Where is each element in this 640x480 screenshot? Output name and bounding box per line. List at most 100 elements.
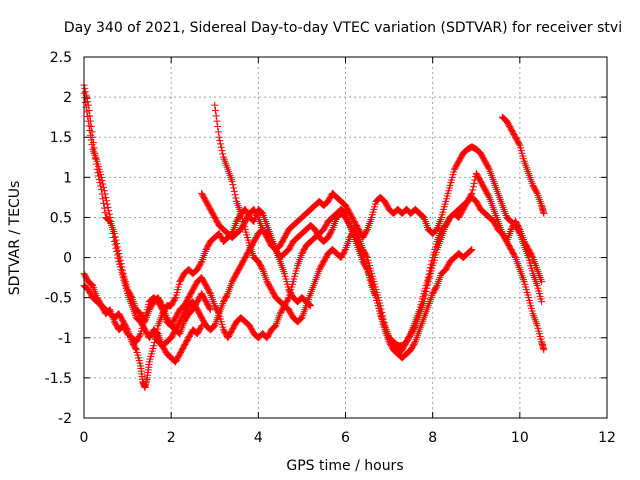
- x-axis-label: GPS time / hours: [286, 458, 403, 474]
- y-tick-label: 2: [63, 90, 72, 106]
- data-point: [110, 234, 118, 241]
- data-point: [424, 274, 432, 282]
- data-point: [212, 112, 220, 120]
- data-point: [111, 241, 119, 249]
- data-point: [153, 325, 161, 333]
- data-point: [86, 127, 94, 135]
- data-point: [87, 136, 95, 144]
- x-tick-label: 0: [80, 430, 89, 446]
- y-tick-label: 0: [63, 251, 72, 267]
- data-point: [87, 131, 95, 139]
- data-point: [466, 247, 474, 255]
- data-point: [232, 194, 240, 202]
- data-point: [428, 257, 436, 265]
- data-point: [108, 225, 116, 233]
- series-arc-8: [498, 113, 548, 217]
- data-point: [106, 213, 114, 221]
- data-point: [111, 238, 119, 246]
- data-point: [81, 84, 89, 92]
- data-point: [206, 304, 214, 312]
- data-point: [214, 123, 222, 131]
- data-point: [217, 143, 225, 151]
- data-point: [206, 288, 214, 296]
- data-point: [363, 252, 371, 260]
- data-point: [468, 246, 476, 254]
- data-point: [254, 212, 262, 220]
- data-point: [432, 283, 440, 291]
- data-point: [214, 128, 222, 136]
- y-tick-label: -0.5: [45, 291, 72, 307]
- data-point: [485, 192, 493, 200]
- data-point: [211, 106, 219, 114]
- data-point: [105, 210, 113, 218]
- data-point: [528, 252, 536, 260]
- data-point: [84, 112, 92, 120]
- data-point: [84, 117, 92, 125]
- data-point: [406, 331, 414, 339]
- data-point: [213, 117, 221, 125]
- data-point: [533, 188, 541, 196]
- data-point: [109, 229, 117, 237]
- data-point: [349, 228, 357, 236]
- data-point: [515, 140, 523, 148]
- data-point: [101, 190, 109, 198]
- data-point: [219, 150, 227, 158]
- data-point: [102, 193, 110, 201]
- data-point: [100, 183, 108, 191]
- data-point: [215, 133, 223, 141]
- data-point: [99, 180, 107, 188]
- data-point: [538, 298, 546, 306]
- data-point: [85, 122, 93, 130]
- x-tick-label: 4: [254, 430, 263, 446]
- data-point: [284, 295, 292, 303]
- data-point: [538, 278, 546, 286]
- data-point: [230, 184, 238, 192]
- data-point: [229, 181, 237, 189]
- data-point: [217, 140, 225, 148]
- data-point: [467, 191, 475, 199]
- data-point: [426, 264, 434, 272]
- data-point: [100, 187, 108, 195]
- data-point: [425, 270, 433, 278]
- data-point: [363, 227, 371, 235]
- data-point: [114, 254, 122, 262]
- data-point: [81, 94, 89, 102]
- data-point: [104, 203, 112, 211]
- x-tick-label: 6: [341, 430, 350, 446]
- data-point: [103, 200, 111, 208]
- x-tick-label: 2: [167, 430, 176, 446]
- data-point: [171, 295, 179, 303]
- data-point: [113, 251, 121, 259]
- data-point: [468, 189, 476, 197]
- data-point: [515, 224, 523, 232]
- x-axis: 0 2 4 6 8 10 12: [80, 57, 616, 446]
- y-tick-label: 2.5: [50, 50, 72, 66]
- data-point: [132, 344, 140, 352]
- data-point: [98, 177, 106, 185]
- series-arc-7: [150, 169, 546, 350]
- data-point: [467, 246, 475, 254]
- grid-lines: [84, 57, 607, 418]
- y-axis: -2 -1.5 -1 -0.5 0 0.5 1 1.5 2 2.5: [45, 50, 607, 427]
- y-tick-label: -1.5: [45, 371, 72, 387]
- data-point: [469, 183, 477, 191]
- data-point: [258, 264, 266, 272]
- data-point: [540, 209, 548, 217]
- data-point: [341, 247, 349, 255]
- data-point: [426, 267, 434, 275]
- data-point: [197, 323, 205, 331]
- data-point: [103, 197, 111, 205]
- data-point: [231, 191, 239, 199]
- data-point: [469, 186, 477, 194]
- data-point: [88, 141, 96, 149]
- data-point: [211, 101, 219, 109]
- data-point: [107, 217, 115, 225]
- data-point: [511, 252, 519, 260]
- data-point: [150, 342, 158, 350]
- data-point: [427, 260, 435, 268]
- data-point: [113, 248, 121, 256]
- data-point: [136, 331, 144, 339]
- data-point: [230, 187, 238, 195]
- data-point: [470, 179, 478, 187]
